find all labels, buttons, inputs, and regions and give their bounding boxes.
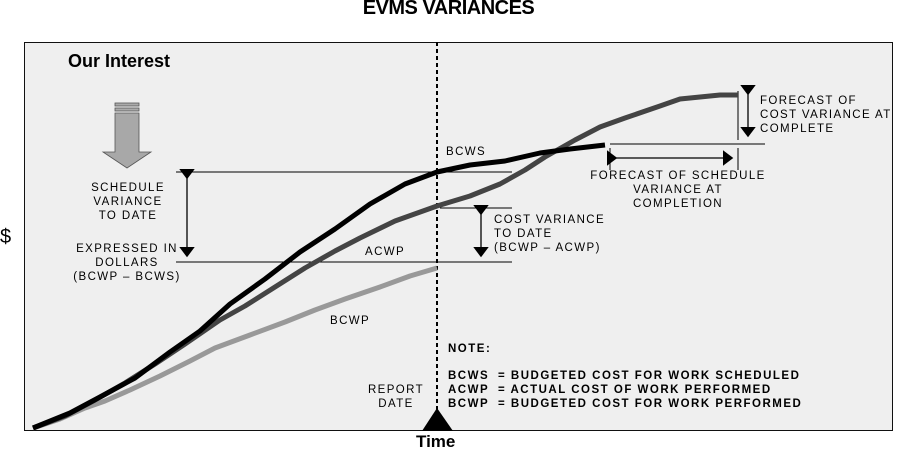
down-arrow-icon bbox=[101, 102, 153, 169]
forecast-schedule-variance-label: FORECAST OF SCHEDULE VARIANCE AT COMPLET… bbox=[590, 170, 766, 210]
y-axis-label: $ bbox=[0, 226, 12, 248]
x-axis-label: Time bbox=[416, 432, 456, 451]
bcwp-curve-label: BCWP bbox=[330, 315, 371, 327]
our-interest-label: Our Interest bbox=[68, 51, 171, 71]
note-row-bcws: BCWS = BUDGETED COST FOR WORK SCHEDULED bbox=[448, 370, 801, 382]
forecast-cost-variance-label: FORECAST OF COST VARIANCE AT COMPLETE bbox=[760, 95, 892, 135]
bcws-curve bbox=[32, 142, 606, 431]
cost-variance-label: COST VARIANCE TO DATE (BCWP – ACWP) bbox=[494, 214, 606, 254]
note-row-acwp: ACWP = ACTUAL COST OF WORK PERFORMED bbox=[448, 384, 772, 396]
acwp-curve-label: ACWP bbox=[365, 246, 406, 258]
expressed-in-dollars-label: EXPRESSED IN DOLLARS (BCWP – BCWS) bbox=[73, 243, 181, 283]
bcws-curve-label: BCWS bbox=[446, 146, 487, 158]
bcwp-curve bbox=[32, 265, 438, 431]
diagram-title: EVMS VARIANCES bbox=[362, 0, 535, 19]
report-date-label: REPORT DATE bbox=[367, 384, 425, 410]
note-row-bcwp: BCWP = BUDGETED COST FOR WORK PERFORMED bbox=[448, 398, 803, 410]
note-heading: NOTE: bbox=[448, 343, 492, 355]
schedule-variance-label: SCHEDULE VARIANCE TO DATE bbox=[91, 182, 165, 222]
report-date-marker bbox=[422, 408, 453, 431]
